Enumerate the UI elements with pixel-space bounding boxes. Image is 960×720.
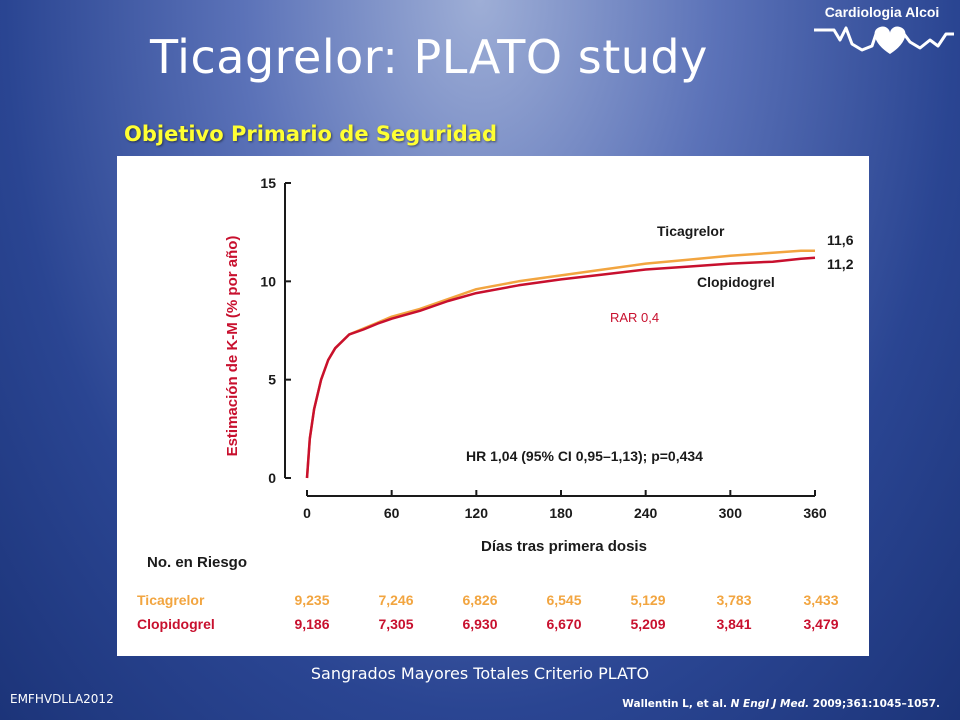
y-tick-label: 15 bbox=[260, 175, 276, 191]
chart-panel: Estimación de K-M (% por año) Días tras … bbox=[117, 156, 869, 656]
risk-table-cell: 5,209 bbox=[630, 616, 665, 632]
slide-caption: Sangrados Mayores Totales Criterio PLATO bbox=[310, 664, 650, 683]
x-tick-label: 240 bbox=[634, 505, 658, 521]
slide-title: Ticagrelor: PLATO study bbox=[150, 30, 708, 84]
risk-table-cell: 3,783 bbox=[716, 592, 751, 608]
ecg-line-icon bbox=[814, 26, 954, 52]
reference-citation: Wallentin L, et al. N Engl J Med. 2009;3… bbox=[622, 698, 940, 710]
x-axis-label: Días tras primera dosis bbox=[481, 538, 647, 555]
y-tick-label: 0 bbox=[268, 470, 276, 486]
risk-table-cell: 3,433 bbox=[803, 592, 838, 608]
end-label-clopidogrel: 11,2 bbox=[827, 256, 854, 272]
logo-text: Cardiologia Alcoi bbox=[825, 4, 940, 20]
end-label-ticagrelor: 11,6 bbox=[827, 232, 854, 248]
risk-table-cell: 6,670 bbox=[546, 616, 581, 632]
risk-row-label: Clopidogrel bbox=[137, 616, 215, 632]
rar-annotation: RAR 0,4 bbox=[610, 310, 659, 325]
x-tick-label: 0 bbox=[303, 505, 311, 521]
y-tick-label: 5 bbox=[268, 372, 276, 388]
risk-table-cell: 6,545 bbox=[546, 592, 581, 608]
hr-annotation: HR 1,04 (95% CI 0,95–1,13); p=0,434 bbox=[466, 448, 703, 464]
risk-table-header: No. en Riesgo bbox=[147, 554, 247, 571]
series-line-clopidogrel bbox=[305, 256, 816, 479]
risk-table-cell: 9,186 bbox=[294, 616, 329, 632]
x-tick-label: 120 bbox=[465, 505, 489, 521]
x-tick-label: 180 bbox=[549, 505, 573, 521]
y-tick-label: 10 bbox=[260, 273, 276, 289]
risk-table-cell: 7,246 bbox=[378, 592, 413, 608]
risk-table-cell: 3,841 bbox=[716, 616, 751, 632]
x-tick-label: 300 bbox=[719, 505, 743, 521]
y-axis-label: Estimación de K-M (% por año) bbox=[224, 236, 241, 457]
risk-table-cell: 6,826 bbox=[462, 592, 497, 608]
reference-authors: Wallentin L, et al. bbox=[622, 698, 727, 710]
series-label-clopidogrel: Clopidogrel bbox=[697, 274, 775, 290]
x-tick-label: 60 bbox=[384, 505, 400, 521]
logo: Cardiologia Alcoi bbox=[814, 4, 954, 54]
heart-icon bbox=[874, 26, 906, 54]
risk-row-label: Ticagrelor bbox=[137, 592, 205, 608]
reference-details: 2009;361:1045–1057. bbox=[812, 698, 940, 710]
reference-journal: N Engl J Med. bbox=[730, 698, 810, 710]
risk-table-cell: 6,930 bbox=[462, 616, 497, 632]
section-subtitle: Objetivo Primario de Seguridad bbox=[124, 122, 498, 146]
x-tick-label: 360 bbox=[803, 505, 827, 521]
risk-table-cell: 7,305 bbox=[378, 616, 413, 632]
km-chart: Estimación de K-M (% por año) Días tras … bbox=[137, 175, 854, 632]
risk-table-cell: 5,129 bbox=[630, 592, 665, 608]
footer-code: EMFHVDLLA2012 bbox=[10, 692, 114, 706]
series-label-ticagrelor: Ticagrelor bbox=[657, 223, 725, 239]
risk-table-cell: 3,479 bbox=[803, 616, 838, 632]
risk-table-cell: 9,235 bbox=[294, 592, 329, 608]
